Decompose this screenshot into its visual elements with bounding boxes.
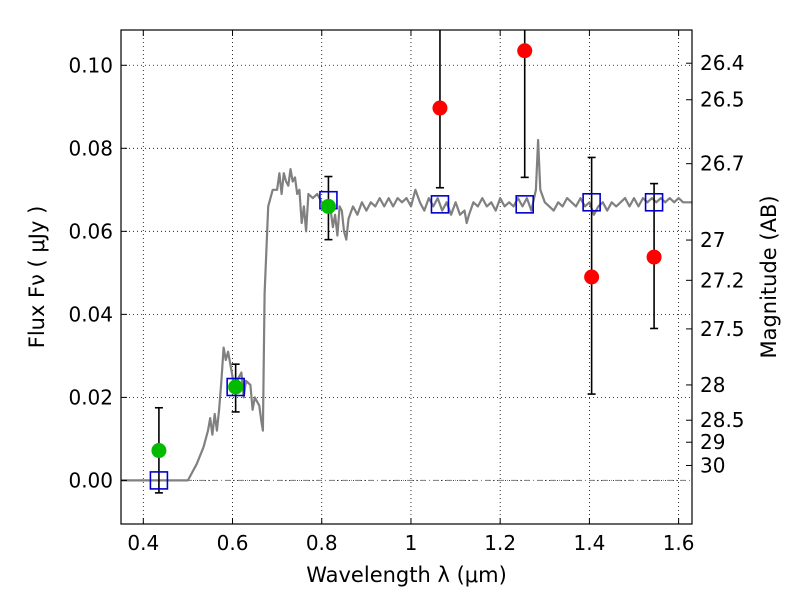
model-square-marker — [430, 195, 450, 214]
y2-axis-label: Magnitude (AB) — [757, 195, 781, 358]
x-tick-label: 0.6 — [217, 531, 249, 555]
red-data-point — [517, 43, 533, 59]
x-tick-label: 0.8 — [306, 531, 338, 555]
green-data-point — [228, 379, 244, 395]
y2-tick-label: 26.4 — [700, 51, 745, 75]
plot-frame — [120, 29, 693, 525]
x-axis-label: Wavelength λ (μm) — [306, 563, 507, 587]
y-tick-label: 0.10 — [68, 53, 113, 77]
y-tick-label: 0.02 — [68, 385, 113, 409]
green-data-point — [320, 198, 336, 214]
y-axis-label: Flux Fν ( μJy ) — [25, 206, 49, 349]
model-square-marker — [515, 195, 535, 214]
red-data-point — [646, 249, 662, 265]
y2-tick-label: 27.2 — [700, 268, 745, 292]
y2-tick-label: 26.5 — [700, 88, 745, 112]
red-data-point — [432, 100, 448, 116]
x-tick-label: 1.4 — [573, 531, 605, 555]
x-tick-label: 1.2 — [484, 531, 516, 555]
y2-tick-label: 28.5 — [700, 408, 745, 432]
model-square-layer — [149, 190, 664, 490]
y2-tick-label: 26.7 — [700, 152, 745, 176]
tick-labels: 0.4 0.6 0.8 1 1.2 1.4 1.6 0.00 0.02 0.04 0.06 0.08 0… — [68, 51, 744, 555]
model-square-marker — [582, 192, 601, 212]
green-data-point — [151, 443, 167, 459]
x-tick-label: 0.4 — [127, 531, 159, 555]
axis-ticks — [121, 30, 692, 524]
model-square-marker — [226, 377, 245, 397]
model-square-marker — [149, 471, 169, 490]
y-tick-label: 0.04 — [68, 302, 113, 326]
y-tick-label: 0.08 — [68, 136, 113, 160]
spectrum-layer — [121, 138, 692, 482]
y2-tick-label: 28 — [700, 373, 725, 397]
x-tick-label: 1.6 — [663, 531, 695, 555]
observed-point-layer — [151, 43, 662, 459]
spectrum-line — [121, 138, 692, 482]
model-square-marker — [644, 192, 664, 212]
x-tick-label: 1 — [405, 531, 418, 555]
y2-tick-label: 27.5 — [700, 317, 745, 341]
y2-tick-label: 30 — [700, 453, 725, 477]
y-tick-label: 0.06 — [68, 219, 113, 243]
y-tick-label: 0.00 — [68, 468, 113, 492]
red-data-point — [584, 269, 600, 285]
y2-tick-label: 27 — [700, 228, 725, 252]
y2-tick-label: 29 — [700, 430, 725, 454]
